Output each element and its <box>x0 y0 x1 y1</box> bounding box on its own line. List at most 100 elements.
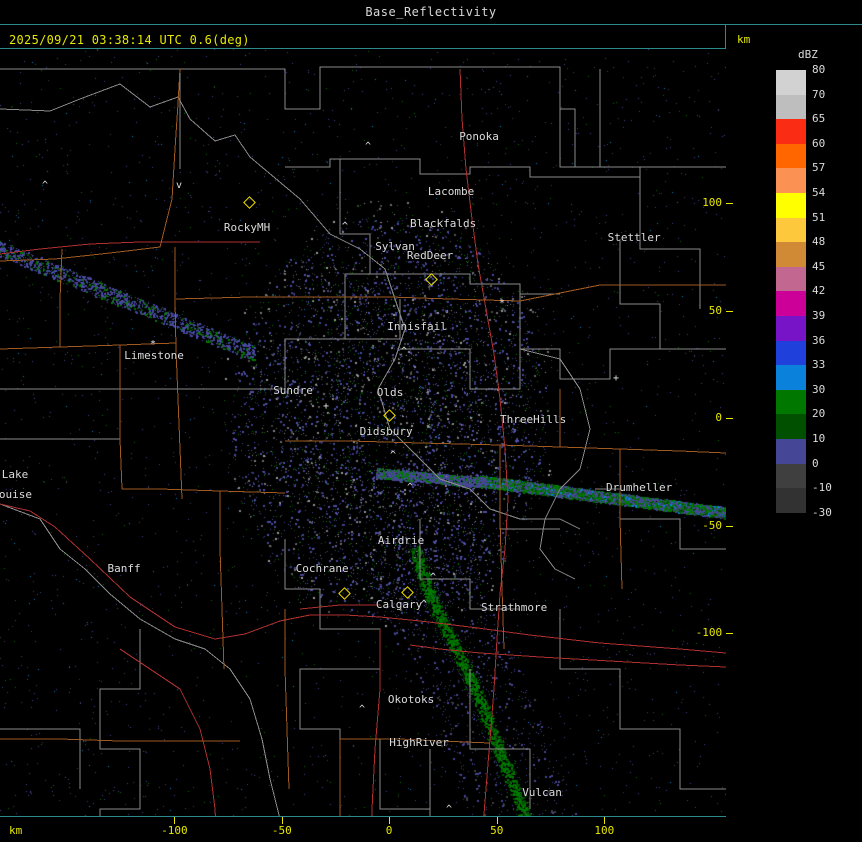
map-symbol-icon: ^ <box>421 599 428 610</box>
y-axis-tick <box>726 633 733 634</box>
city-label: RockyMH <box>223 221 271 234</box>
x-axis-tick-label: -100 <box>161 824 188 837</box>
map-geography-layer <box>0 66 726 816</box>
page-title: Base_Reflectivity <box>365 5 497 19</box>
colorbar-tick-label: 65 <box>812 112 826 126</box>
title-divider <box>0 24 862 25</box>
station-marker-icon[interactable] <box>339 588 350 599</box>
y-axis-tick-label: -100 <box>695 626 723 639</box>
colorbar-swatch <box>776 266 806 292</box>
map-symbol-icon: ^ <box>401 346 408 357</box>
colorbar-tick-label: 36 <box>812 333 826 347</box>
x-axis-tick <box>496 817 498 824</box>
city-label: Cochrane <box>295 562 349 575</box>
colorbar-tick-label: 70 <box>812 87 826 101</box>
city-label: Innisfail <box>387 320 447 333</box>
colorbar-tick-label: 20 <box>812 407 826 421</box>
timestamp-divider <box>0 48 726 49</box>
colorbar-swatch <box>776 217 806 243</box>
colorbar-swatch <box>776 389 806 415</box>
city-label: Airdrie <box>377 534 425 547</box>
station-marker-icon[interactable] <box>426 274 437 285</box>
colorbar-swatch <box>776 463 806 489</box>
city-label: Olds <box>376 386 404 399</box>
city-label: Didsbury <box>359 425 413 438</box>
city-label: Lake <box>1 468 29 481</box>
y-axis-unit: km <box>737 33 751 46</box>
city-label: Okotoks <box>387 693 435 706</box>
colorbar-title: dBZ <box>798 48 818 61</box>
colorbar-swatch <box>776 143 806 169</box>
colorbar-swatch <box>776 119 806 144</box>
y-axis-tick-label: 0 <box>715 411 723 424</box>
x-axis-tick <box>174 817 175 824</box>
city-label: Calgary <box>375 598 423 611</box>
x-axis-tick <box>389 817 390 824</box>
colorbar-swatch <box>776 315 806 341</box>
colorbar-swatch <box>776 414 806 439</box>
map-symbol-icon: v <box>176 180 183 191</box>
station-marker-icon[interactable] <box>384 410 395 421</box>
y-axis-tick <box>726 525 733 527</box>
colorbar-tick-label: -30 <box>812 505 832 519</box>
x-axis-tick <box>281 817 283 824</box>
colorbar-tick-label: 51 <box>812 210 826 224</box>
city-label: ThreeHills <box>500 413 567 426</box>
map-symbol-icon: ^ <box>407 482 414 493</box>
colorbar-tick-label: 30 <box>812 382 826 396</box>
station-marker-icon[interactable] <box>402 587 413 598</box>
y-axis-tick-label: 100 <box>702 196 723 209</box>
colorbar-tick-label: 60 <box>812 136 826 150</box>
city-label: Drumheller <box>606 481 673 494</box>
y-axis-tick <box>726 418 733 419</box>
city-label: Blackfalds <box>410 217 477 230</box>
map-symbol-icon: ^ <box>430 572 437 583</box>
city-label: Stettler <box>607 231 661 244</box>
colorbar-swatch <box>776 438 806 464</box>
map-symbol-icon: ^ <box>42 180 49 191</box>
colorbar[interactable] <box>776 70 806 513</box>
map-bottom-border <box>0 816 726 817</box>
x-axis-tick-label: 0 <box>385 824 393 837</box>
city-label: Vulcan <box>522 786 562 799</box>
colorbar-tick-label: 80 <box>812 63 826 76</box>
map-symbol-icon: ^ <box>446 804 453 815</box>
colorbar-tick-label: 48 <box>812 235 826 249</box>
city-label: Banff <box>107 562 141 575</box>
colorbar-swatch <box>776 70 806 95</box>
map-symbol-icon: + <box>323 401 330 412</box>
x-axis-tick-label: 100 <box>594 824 615 837</box>
colorbar-swatch <box>776 168 806 193</box>
station-marker-icon[interactable] <box>244 197 255 208</box>
colorbar-tick-label: 33 <box>812 358 826 372</box>
city-label: HighRiver <box>389 736 449 749</box>
x-axis-unit: km <box>9 824 23 837</box>
colorbar-swatch <box>776 340 806 366</box>
radar-map-canvas[interactable] <box>0 49 726 816</box>
colorbar-swatch <box>776 488 806 513</box>
colorbar-tick-label: 0 <box>812 456 819 470</box>
city-label: Sylvan <box>375 240 415 253</box>
colorbar-swatch <box>776 242 806 267</box>
colorbar-swatch <box>776 192 806 218</box>
city-label: Strathmore <box>481 601 548 614</box>
city-label: Limestone <box>124 349 184 362</box>
y-axis-tick-label: 50 <box>708 303 723 317</box>
colorbar-swatch <box>776 94 806 120</box>
colorbar-tick-label: 10 <box>812 432 826 445</box>
y-axis-tick <box>726 203 733 204</box>
city-label: Ponoka <box>459 130 499 143</box>
city-label: RedDeer <box>406 249 454 262</box>
map-symbol-icon: ^ <box>342 221 349 232</box>
y-axis-tick <box>726 310 733 312</box>
colorbar-swatch <box>776 365 806 390</box>
city-label: Louise <box>0 488 32 501</box>
map-symbol-icon: ^ <box>390 450 397 461</box>
city-label: Lacombe <box>427 185 475 198</box>
map-symbol-icon: ^ <box>359 704 366 715</box>
x-axis-tick <box>604 817 605 824</box>
colorbar-tick-label: 54 <box>812 186 826 199</box>
city-label: Sundre <box>273 384 313 397</box>
map-symbol-icon: + <box>613 373 620 384</box>
